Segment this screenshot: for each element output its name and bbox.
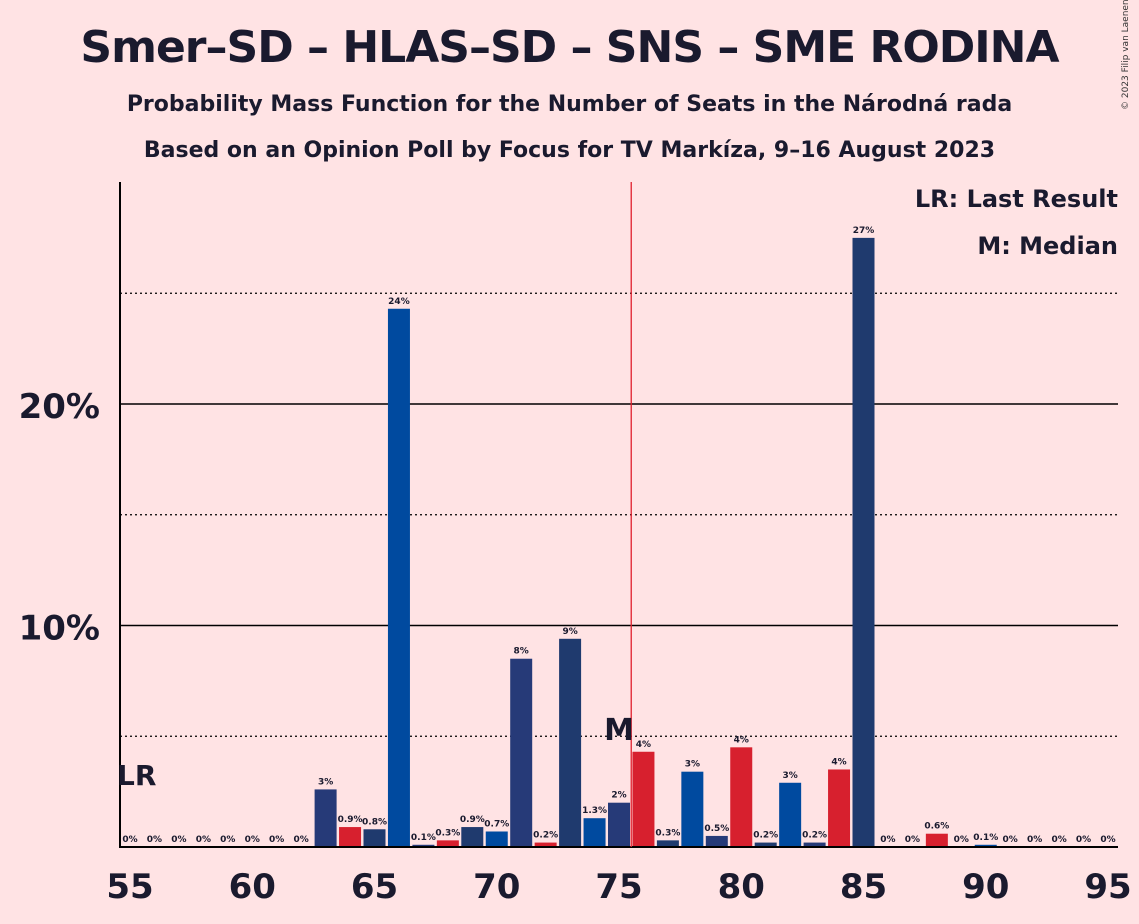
bar-value-label: 0.2% <box>533 831 558 841</box>
bar-seat-83 <box>803 842 826 847</box>
bar-value-label: 0.9% <box>338 815 363 825</box>
bar-value-label: 9% <box>562 627 577 637</box>
bar-seat-82 <box>779 782 802 847</box>
bar-value-label: 0% <box>954 835 969 845</box>
bar-seat-78 <box>681 771 704 847</box>
bar-value-label: 0% <box>1003 835 1018 845</box>
bar-value-label: 0.3% <box>435 828 460 838</box>
bar-value-label: 3% <box>318 777 333 787</box>
bar-value-label: 4% <box>831 757 846 767</box>
bar-value-label: 0% <box>1100 835 1115 845</box>
bar-seat-79 <box>705 835 728 847</box>
bar-value-label: 0.1% <box>411 833 436 843</box>
bar-seat-63 <box>314 789 337 847</box>
chart-source-subtitle: Based on an Opinion Poll by Focus for TV… <box>143 138 996 163</box>
bar-value-label: 1.3% <box>582 806 607 816</box>
bar-value-label: 3% <box>783 771 798 781</box>
bar-value-label: 0.2% <box>753 831 778 841</box>
bar-value-label: 27% <box>853 226 875 236</box>
x-tick-label: 95 <box>1084 867 1131 907</box>
bar-seat-75 <box>608 802 630 847</box>
bar-value-label: 4% <box>734 735 749 745</box>
bar-value-label: 0.2% <box>802 831 827 841</box>
bar-value-label: 0.3% <box>655 828 680 838</box>
x-tick-label: 85 <box>840 867 887 907</box>
bar-seat-64 <box>339 827 362 847</box>
bar-value-label: 0% <box>122 835 137 845</box>
bar-value-label: 0% <box>147 835 162 845</box>
bar-seat-88 <box>925 833 948 847</box>
x-tick-label: 80 <box>718 867 765 907</box>
bar-value-label: 0% <box>294 835 309 845</box>
bar-seat-66 <box>387 308 410 847</box>
bar-value-label: 0% <box>1076 835 1091 845</box>
bar-value-label: 0.6% <box>924 822 949 832</box>
legend-median: M: Median <box>977 232 1118 260</box>
chart-title: Smer–SD – HLAS–SD – SNS – SME RODINA <box>80 22 1059 73</box>
bar-seat-71 <box>510 658 533 847</box>
x-tick-label: 70 <box>473 867 520 907</box>
bar-seat-90 <box>974 844 997 847</box>
bar-value-label: 0.9% <box>460 815 485 825</box>
bar-value-label: 0.5% <box>704 824 729 834</box>
bar-seat-74 <box>583 818 606 847</box>
bar-seat-65 <box>363 829 386 847</box>
bar-value-label: 0% <box>1051 835 1066 845</box>
bar-value-label: 0% <box>880 835 895 845</box>
bar-value-label: 0% <box>1027 835 1042 845</box>
bar-seat-81 <box>754 842 777 847</box>
x-tick-label: 75 <box>595 867 642 907</box>
bar-value-label: 8% <box>514 647 529 657</box>
legend-last-result: LR: Last Result <box>914 185 1118 213</box>
bar-value-label: 3% <box>685 760 700 770</box>
bar-value-label: 0% <box>171 835 186 845</box>
bar-value-label: 0.7% <box>484 819 509 829</box>
last-result-marker: LR <box>117 759 156 792</box>
bar-value-label: 2% <box>611 791 626 801</box>
bar-value-label: 0.8% <box>362 817 387 827</box>
chart-subtitle: Probability Mass Function for the Number… <box>126 92 1013 117</box>
bar-seat-85 <box>852 237 875 847</box>
x-tick-label: 60 <box>229 867 276 907</box>
bar-value-label: 24% <box>388 297 410 307</box>
bar-value-label: 0% <box>220 835 235 845</box>
bar-seat-72 <box>534 842 557 847</box>
bar-value-label: 0% <box>245 835 260 845</box>
x-tick-label: 55 <box>106 867 153 907</box>
bar-seat-76 <box>632 751 655 847</box>
y-tick-label: 20% <box>19 387 100 427</box>
bar-seat-68 <box>436 840 459 847</box>
y-tick-label: 10% <box>19 609 100 649</box>
bar-seat-67 <box>412 844 435 847</box>
median-marker: M <box>604 713 634 748</box>
bar-value-label: 0% <box>269 835 284 845</box>
x-tick-label: 90 <box>962 867 1009 907</box>
x-tick-label: 65 <box>351 867 398 907</box>
bar-seat-80 <box>730 747 753 847</box>
bar-value-label: 4% <box>636 740 651 750</box>
bar-value-label: 0.1% <box>973 833 998 843</box>
bar-seat-69 <box>461 827 484 847</box>
bar-seat-73 <box>559 638 582 847</box>
bar-value-label: 0% <box>196 835 211 845</box>
bar-seat-70 <box>485 831 508 847</box>
bar-value-label: 0% <box>905 835 920 845</box>
bar-seat-84 <box>828 769 851 847</box>
bar-seat-77 <box>656 840 679 847</box>
